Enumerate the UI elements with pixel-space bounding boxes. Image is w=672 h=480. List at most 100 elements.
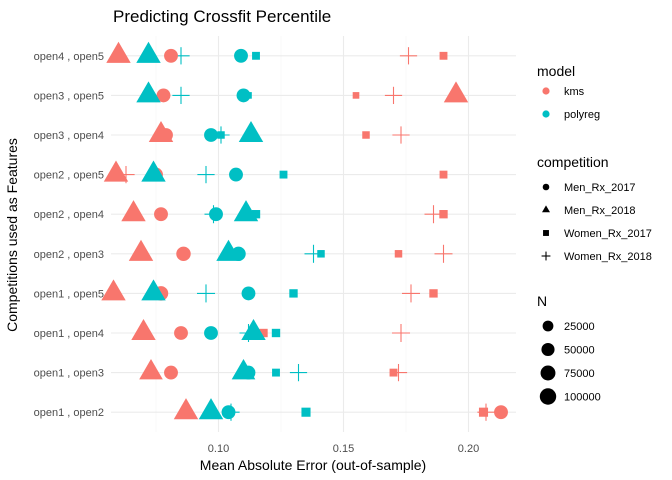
y-axis-title: Competitions used as Features <box>4 138 20 332</box>
y-tick-label: open3 , open5 <box>34 90 104 102</box>
x-tick-label: 0.10 <box>208 443 229 455</box>
data-point-polyreg-women-rx-2018 <box>196 284 216 303</box>
y-tick-label: open1 , open4 <box>34 328 104 340</box>
data-point-kms-men-rx-2018 <box>128 239 154 261</box>
y-tick-label: open1 , open2 <box>34 407 104 419</box>
legend-competition-key <box>541 251 551 261</box>
data-point-polyreg-men-rx-2017 <box>234 48 248 63</box>
data-point-polyreg-women-rx-2017 <box>317 250 325 258</box>
data-point-polyreg-men-rx-2018 <box>233 200 259 222</box>
data-point-polyreg-women-rx-2018 <box>289 363 308 382</box>
y-tick-label: open2 , open3 <box>34 249 104 261</box>
x-tick-label: 0.20 <box>458 443 479 455</box>
legend-size-label: 75000 <box>564 368 595 380</box>
data-point-polyreg-men-rx-2017 <box>204 128 218 142</box>
data-point-kms-women-rx-2017 <box>439 170 448 179</box>
legend-competition-key <box>542 205 550 213</box>
data-point-kms-men-rx-2018 <box>148 120 174 143</box>
data-point-kms-women-rx-2018 <box>384 86 403 105</box>
data-point-kms-women-rx-2017 <box>352 92 360 99</box>
legend-size-key <box>542 320 554 332</box>
legend-competition: competition Men_Rx_2017 Men_Rx_2018 Women_R… <box>537 154 652 263</box>
data-point-kms-women-rx-2018 <box>434 244 453 263</box>
data-point-kms-men-rx-2017 <box>156 88 171 103</box>
data-point-kms-women-rx-2017 <box>362 131 370 139</box>
data-point-polyreg-women-rx-2017 <box>217 131 225 139</box>
y-tick-label: open1 , open5 <box>34 288 104 300</box>
data-point-kms-women-rx-2017 <box>389 368 398 377</box>
data-point-kms-men-rx-2018 <box>121 200 146 222</box>
data-point-polyreg-men-rx-2018 <box>141 160 166 182</box>
data-point-polyreg-men-rx-2017 <box>221 405 236 420</box>
legend-size-label: 25000 <box>564 321 595 333</box>
data-point-polyreg-women-rx-2017 <box>252 51 260 60</box>
data-point-polyreg-women-rx-2017 <box>271 328 281 338</box>
data-point-kms-men-rx-2018 <box>101 279 126 301</box>
data-point-polyreg-men-rx-2017 <box>204 326 218 340</box>
data-point-kms-men-rx-2017 <box>164 365 178 380</box>
data-point-polyreg-women-rx-2018 <box>172 86 190 105</box>
legend-size-title: N <box>537 293 547 309</box>
data-point-polyreg-women-rx-2017 <box>301 407 311 417</box>
legend-size-label: 50000 <box>564 345 595 357</box>
legend-model-key <box>542 87 550 95</box>
data-point-polyreg-men-rx-2017 <box>229 167 243 182</box>
legend-competition-key <box>542 183 550 191</box>
data-point-polyreg-women-rx-2017 <box>289 289 298 298</box>
data-point-polyreg-men-rx-2018 <box>241 318 266 341</box>
data-point-kms-men-rx-2017 <box>494 405 508 420</box>
y-tick-label: open2 , open5 <box>34 170 104 182</box>
data-point-polyreg-women-rx-2017 <box>279 170 288 179</box>
data-point-kms-women-rx-2017 <box>439 51 448 60</box>
legend-model: model kms polyreg <box>537 63 600 121</box>
data-point-polyreg-women-rx-2017 <box>272 368 280 377</box>
legend-model-title: model <box>537 63 575 79</box>
legend-competition-label: Women_Rx_2018 <box>564 251 652 263</box>
data-point-polyreg-men-rx-2018 <box>231 359 256 380</box>
legend-competition-title: competition <box>537 154 609 170</box>
data-point-kms-women-rx-2017 <box>259 328 268 338</box>
data-point-kms-men-rx-2018 <box>103 160 129 182</box>
data-point-kms-women-rx-2017 <box>394 250 403 258</box>
data-point-polyreg-men-rx-2017 <box>241 286 256 301</box>
data-point-polyreg-men-rx-2017 <box>209 207 223 222</box>
data-point-kms-men-rx-2017 <box>174 326 188 340</box>
data-point-kms-women-rx-2018 <box>399 47 418 65</box>
legend-model-key <box>542 110 550 118</box>
y-tick-label: open3 , open4 <box>34 130 104 142</box>
y-tick-label: open1 , open3 <box>34 368 104 380</box>
data-point-polyreg-men-rx-2018 <box>141 279 166 301</box>
data-point-kms-women-rx-2017 <box>429 289 438 298</box>
x-axis: 0.10 0.15 0.20 <box>208 443 479 455</box>
data-point-kms-men-rx-2017 <box>164 48 178 63</box>
legend-size-label: 100000 <box>564 392 601 404</box>
legend-competition-label: Men_Rx_2018 <box>564 205 636 217</box>
legend-competition-key <box>543 230 549 236</box>
data-point-kms-men-rx-2018 <box>106 41 131 63</box>
legend-size: N 25000 50000 75000 100000 <box>537 293 601 405</box>
data-point-polyreg-women-rx-2018 <box>197 165 215 184</box>
legend-model-label: polyreg <box>564 109 600 121</box>
data-point-kms-men-rx-2017 <box>154 207 168 222</box>
y-tick-label: open4 , open5 <box>34 51 104 63</box>
data-point-kms-men-rx-2018 <box>173 398 199 420</box>
data-point-polyreg-men-rx-2018 <box>238 120 264 143</box>
data-point-polyreg-men-rx-2018 <box>216 239 241 261</box>
data-point-kms-men-rx-2018 <box>443 81 469 103</box>
legend-competition-label: Women_Rx_2017 <box>564 228 652 240</box>
legend-model-label: kms <box>564 86 585 98</box>
data-point-polyreg-men-rx-2018 <box>136 41 161 63</box>
data-point-kms-women-rx-2017 <box>478 407 489 417</box>
legend-size-key <box>540 365 556 381</box>
data-point-polyreg-men-rx-2018 <box>198 398 224 420</box>
data-point-polyreg-men-rx-2018 <box>136 81 161 103</box>
x-axis-title: Mean Absolute Error (out-of-sample) <box>200 457 426 473</box>
data-point-kms-men-rx-2018 <box>139 359 163 380</box>
data-point-kms-men-rx-2017 <box>176 246 191 262</box>
legend-size-key <box>539 388 557 405</box>
legend-size-key <box>541 342 555 357</box>
data-point-kms-women-rx-2017 <box>439 210 448 219</box>
y-tick-label: open2 , open4 <box>34 209 104 221</box>
data-point-kms-men-rx-2018 <box>131 318 156 341</box>
